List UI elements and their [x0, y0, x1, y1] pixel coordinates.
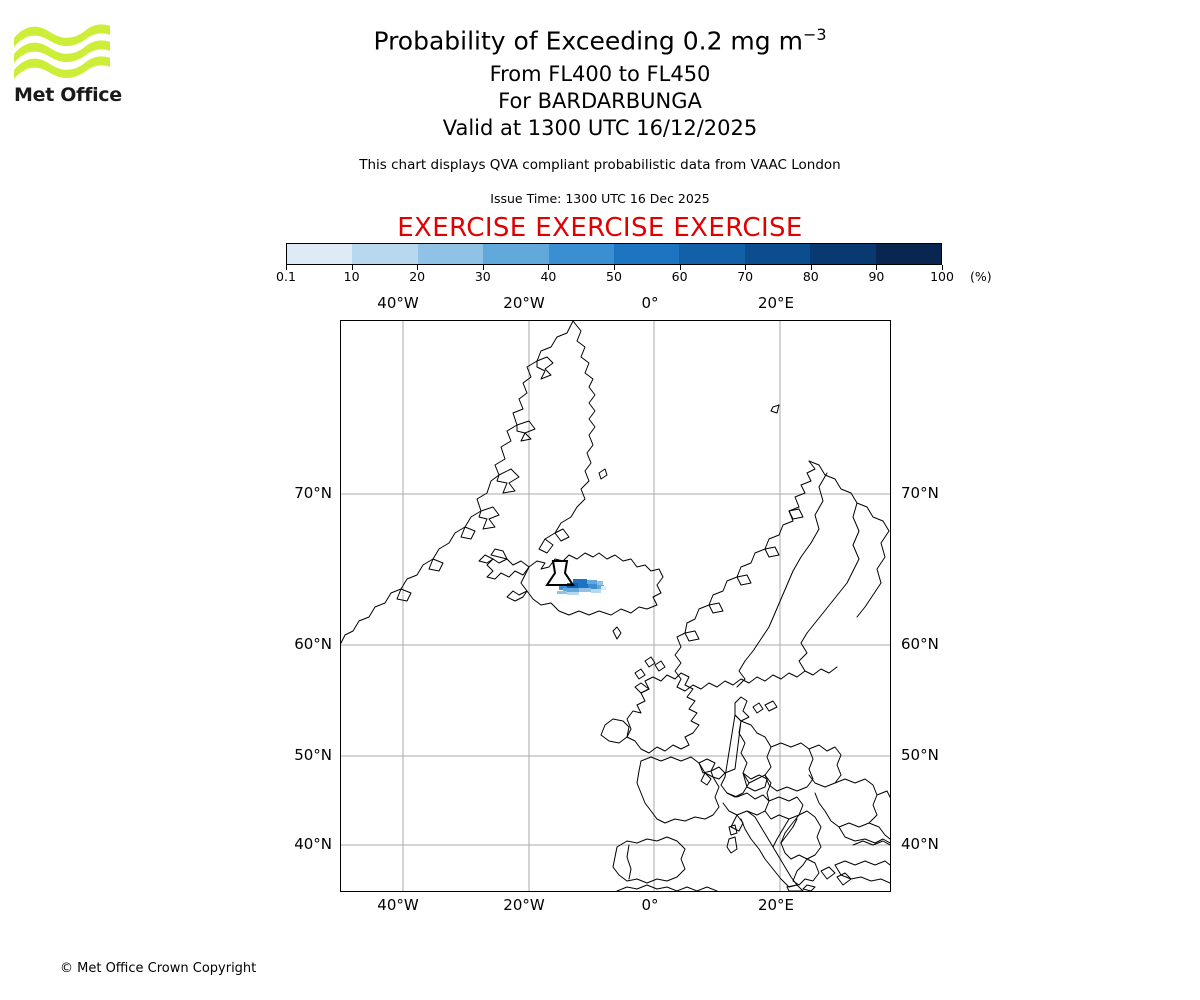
colorbar-tick-label-90: 90 [868, 269, 885, 284]
map-gridlines [341, 321, 890, 891]
met-office-wordmark: Met Office [14, 84, 122, 106]
colorbar-band-3 [483, 244, 549, 264]
colorbar-tick-100 [942, 265, 943, 270]
met-office-wave-mark [14, 24, 110, 79]
lon-label-bottom-3: 20°E [757, 896, 795, 914]
colorbar-tick-label-80: 80 [802, 269, 819, 284]
lat-label-left-2: 50°N [294, 746, 332, 764]
lon-label-top-2: 0° [641, 294, 659, 312]
colorbar-tick-label-70: 70 [737, 269, 754, 284]
lon-label-top-3: 20°E [757, 294, 795, 312]
lon-label-top-0: 40°W [377, 294, 419, 312]
colorbar-tick-50 [614, 265, 615, 270]
colorbar-band-4 [548, 244, 615, 264]
colorbar-band-9 [875, 244, 942, 264]
valid-time-line: Valid at 1300 UTC 16/12/2025 [442, 116, 758, 140]
colorbar-tick-label-10: 10 [343, 269, 360, 284]
colorbar-tick-label-30: 30 [474, 269, 491, 284]
ash-plume-contours [557, 579, 606, 595]
colorbar-tick-30 [482, 265, 484, 270]
map-plot-area[interactable] [340, 320, 891, 892]
colorbar-tick-label-20: 20 [409, 269, 426, 284]
colorbar-tick-0.1 [286, 265, 287, 270]
lat-label-left-1: 60°N [294, 635, 332, 653]
exercise-banner: EXERCISE EXERCISE EXERCISE [397, 213, 803, 243]
colorbar-tick-label-60: 60 [671, 269, 688, 284]
lon-label-bottom-0: 40°W [377, 896, 419, 914]
colorbar-band-0 [287, 244, 353, 264]
page-title-exponent: −3 [802, 25, 827, 44]
colorbar-tick-label-50: 50 [606, 269, 622, 284]
colorbar-band-8 [810, 244, 876, 264]
colorbar-tick-40 [548, 265, 550, 270]
flight-level-line: From FL400 to FL450 [489, 62, 711, 86]
qva-note: This chart displays QVA compliant probab… [359, 157, 841, 173]
colorbar-tick-60 [679, 265, 681, 270]
colorbar-band-7 [744, 244, 811, 264]
colorbar-tick-80 [810, 265, 812, 270]
colorbar-tick-10 [351, 265, 353, 270]
colorbar-bands [286, 243, 942, 265]
lon-label-top-1: 20°W [503, 294, 545, 312]
coastlines [341, 321, 890, 891]
lon-label-bottom-1: 20°W [503, 896, 545, 914]
colorbar-unit-label: (%) [970, 269, 992, 284]
probability-colorbar [286, 243, 942, 265]
volcano-name-line: For BARDARBUNGA [498, 89, 702, 113]
issue-time-line: Issue Time: 1300 UTC 16 Dec 2025 [490, 191, 710, 206]
copyright-notice: © Met Office Crown Copyright [60, 961, 257, 976]
map-graphics [341, 321, 890, 891]
colorbar-band-2 [417, 244, 484, 264]
colorbar-band-1 [352, 244, 418, 264]
colorbar-band-5 [614, 244, 680, 264]
colorbar-tick-label-100: 100 [930, 269, 954, 284]
colorbar-tick-20 [417, 265, 419, 270]
colorbar-band-6 [679, 244, 745, 264]
lat-label-left-3: 40°N [294, 835, 332, 853]
page-title: Probability of Exceeding 0.2 mg m−3 [0, 26, 1200, 55]
lat-label-left-0: 70°N [294, 484, 332, 502]
lat-label-right-0: 70°N [901, 484, 939, 502]
colorbar-tick-label-0.1: 0.1 [276, 269, 296, 284]
colorbar-tick-label-40: 40 [540, 269, 557, 284]
met-office-logo: Met Office [12, 22, 122, 112]
bardarbunga-source-polygon [545, 560, 575, 586]
lat-label-right-2: 50°N [901, 746, 939, 764]
colorbar-tick-90 [876, 265, 878, 270]
page-title-text: Probability of Exceeding 0.2 mg m [373, 26, 803, 56]
colorbar-tick-70 [745, 265, 747, 270]
lat-label-right-1: 60°N [901, 635, 939, 653]
lon-label-bottom-2: 0° [641, 896, 659, 914]
lat-label-right-3: 40°N [901, 835, 939, 853]
